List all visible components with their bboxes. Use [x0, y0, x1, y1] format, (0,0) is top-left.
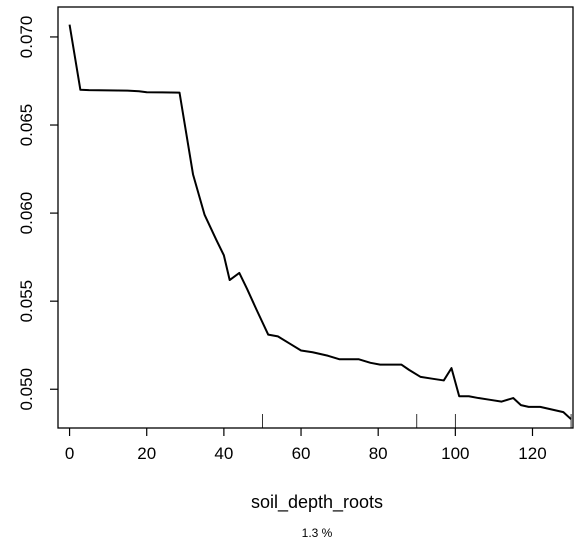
- series-line: [68, 24, 572, 420]
- x-axis-title: soil_depth_roots: [251, 492, 383, 513]
- rug-marks: [262, 414, 572, 428]
- x-tick-label: 100: [441, 444, 469, 463]
- y-tick-label: 0.060: [17, 192, 36, 235]
- y-axis: 0.050 0.055 0.060 0.065 0.070: [17, 16, 58, 411]
- x-tick-label: 60: [292, 444, 311, 463]
- x-axis: 0 20 40 60 80 100 120: [65, 428, 547, 463]
- x-tick-label: 0: [65, 444, 74, 463]
- x-tick-label: 40: [214, 444, 233, 463]
- plot-frame: [57, 6, 574, 429]
- y-tick-label: 0.065: [17, 104, 36, 147]
- y-tick-label: 0.050: [17, 368, 36, 411]
- y-tick-label: 0.055: [17, 280, 36, 323]
- y-tick-label: 0.070: [17, 16, 36, 59]
- footnote: 1.3 %: [302, 526, 333, 540]
- x-tick-label: 120: [518, 444, 546, 463]
- x-tick-label: 20: [137, 444, 156, 463]
- x-tick-label: 80: [369, 444, 388, 463]
